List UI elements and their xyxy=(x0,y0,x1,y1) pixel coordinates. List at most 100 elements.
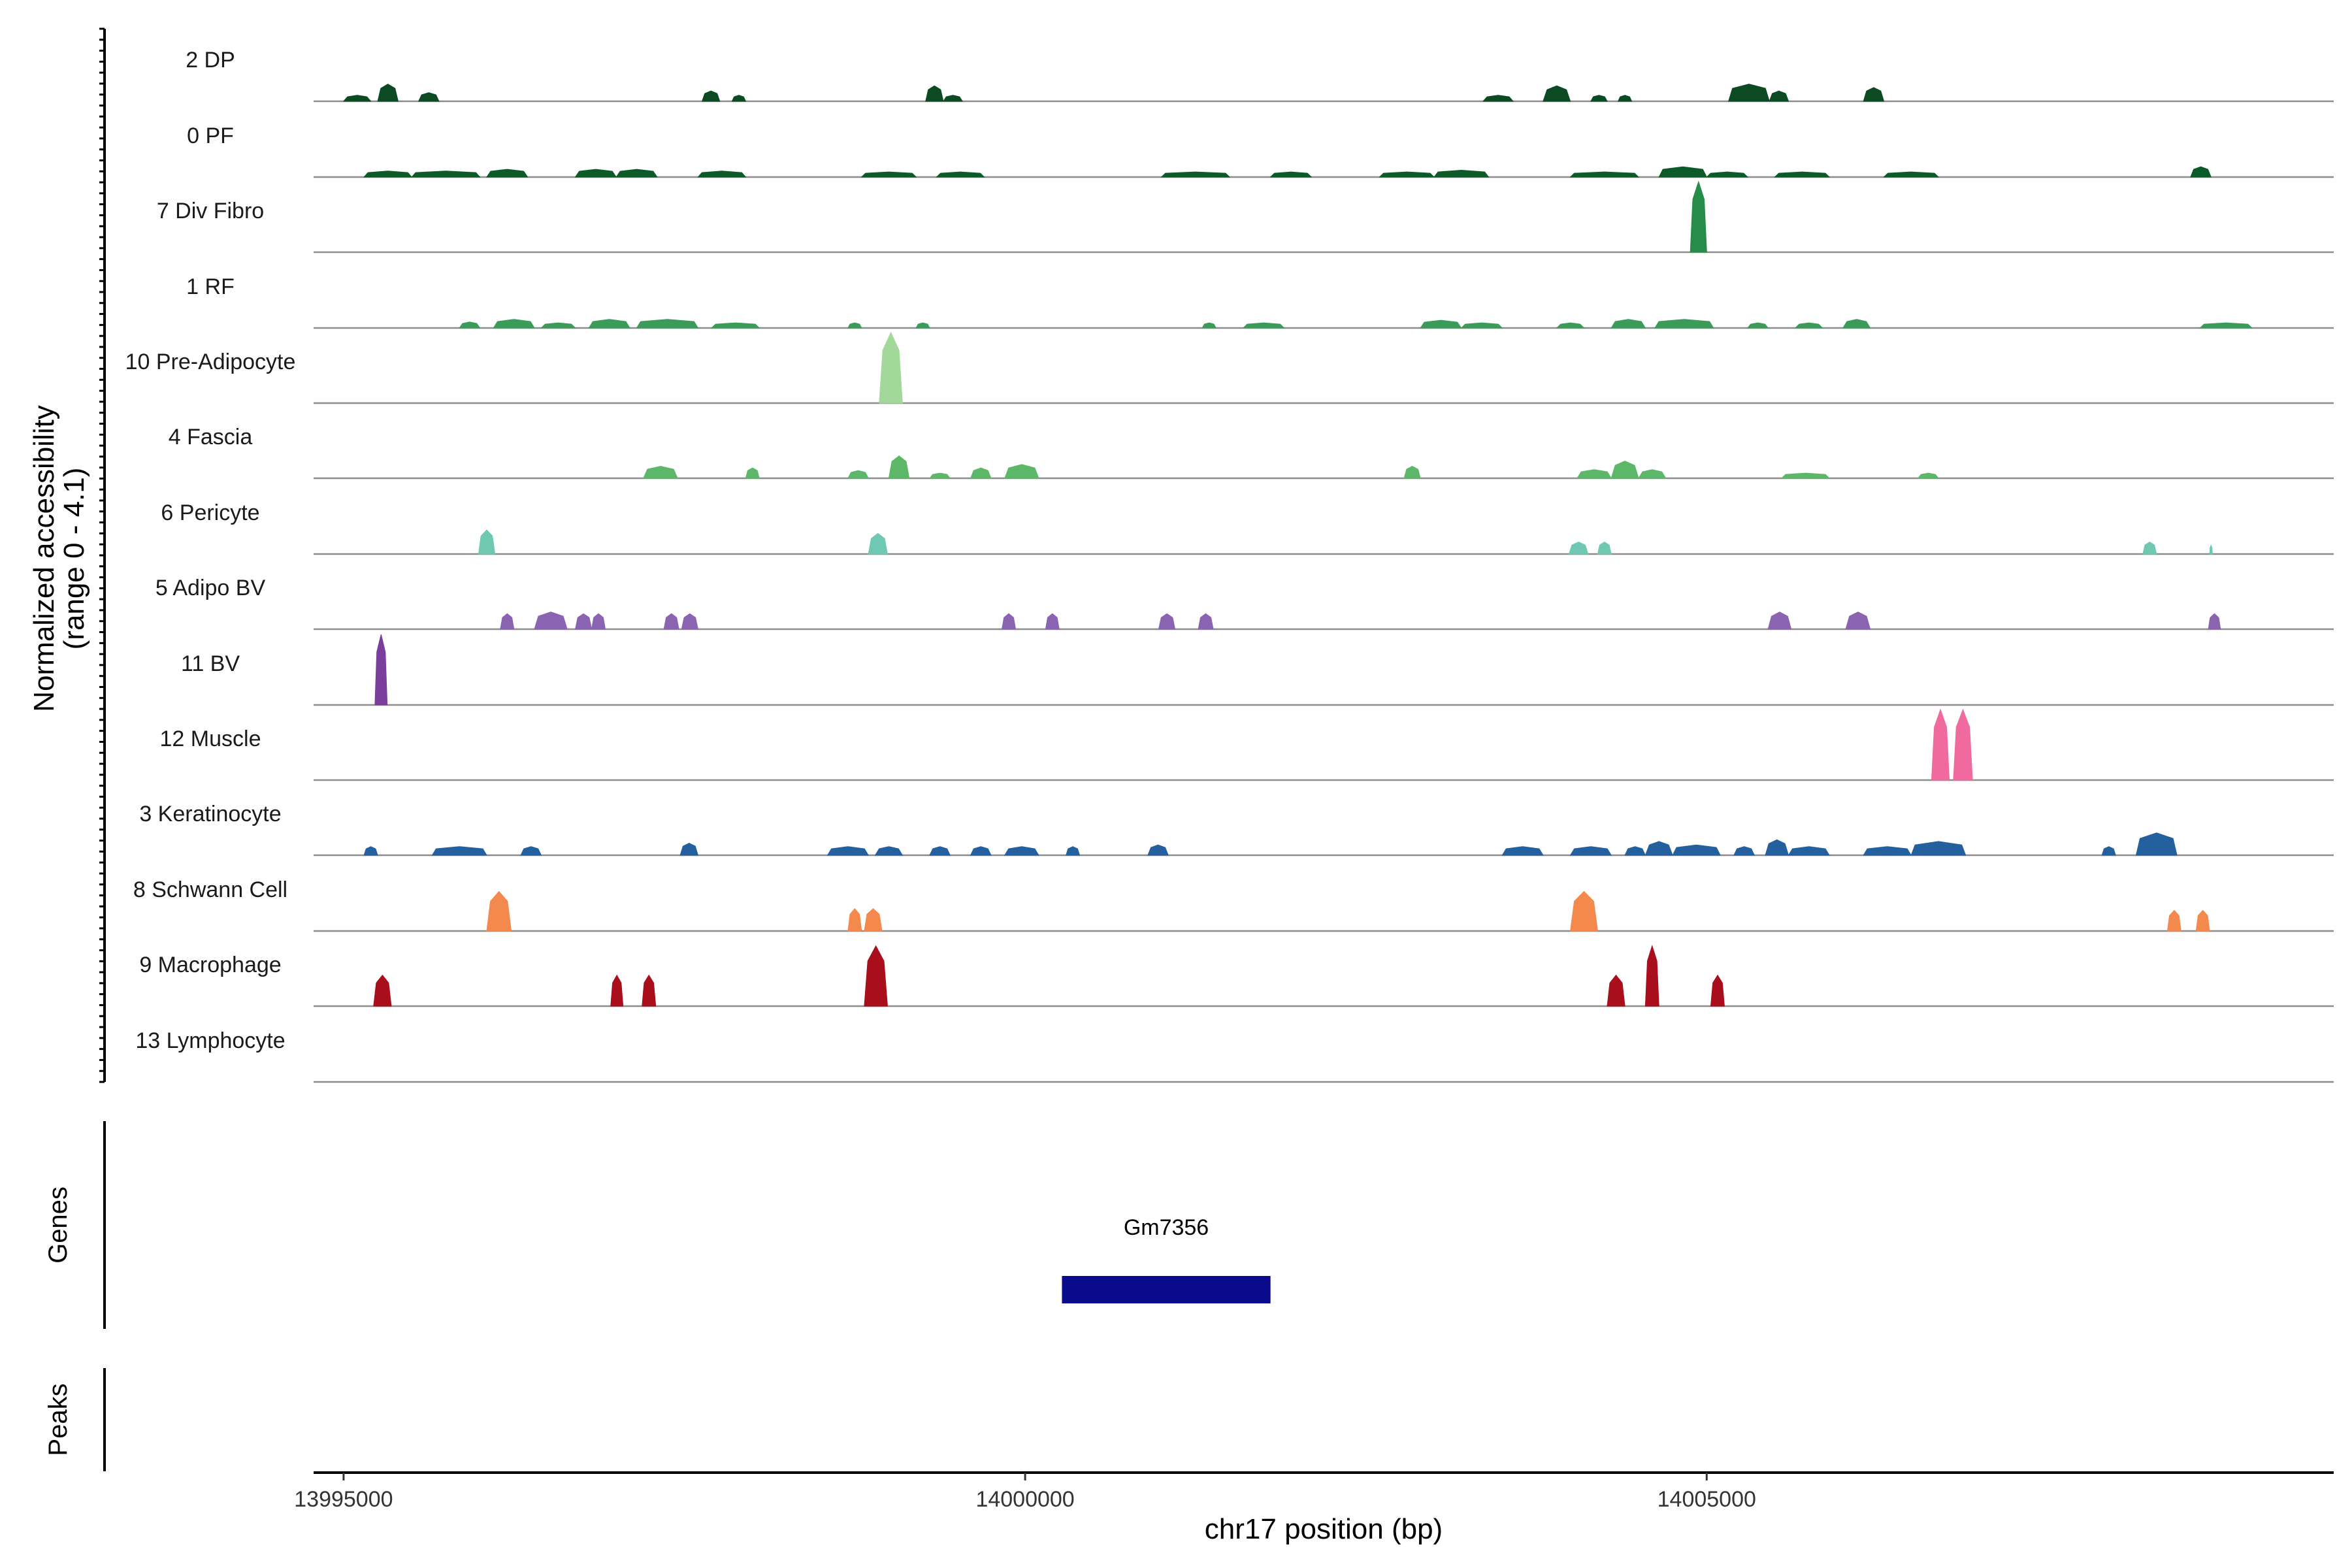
coverage-peak xyxy=(1617,95,1633,102)
coverage-peak xyxy=(642,974,657,1007)
coverage-peak xyxy=(1433,169,1490,178)
x-axis-ticks: 13995000 14000000 14005000 xyxy=(294,1473,1756,1512)
coverage-peak xyxy=(540,322,576,329)
coverage-peak xyxy=(1607,974,1625,1007)
genes-panel-title: Genes xyxy=(44,1186,73,1264)
coverage-peak xyxy=(1769,90,1789,102)
track-label: 3 Keratinocyte xyxy=(139,802,281,826)
coverage-y-axis xyxy=(99,27,106,1083)
x-axis-tick-label: 14000000 xyxy=(975,1487,1074,1512)
coverage-peak xyxy=(1638,469,1667,479)
coverage-peak xyxy=(363,846,378,856)
coverage-peak xyxy=(860,171,917,178)
coverage-peak xyxy=(874,846,904,856)
track-7-div-fibro: 7 Div Fibro xyxy=(157,180,2334,253)
coverage-peak xyxy=(610,974,624,1007)
gene-body xyxy=(1062,1276,1271,1303)
coverage-peak xyxy=(520,846,542,856)
coverage-peak xyxy=(1794,322,1823,329)
x-axis-tick-label: 13995000 xyxy=(294,1487,393,1512)
coverage-tracks: 2 DP 0 PF 7 Div Fibro 1 RF 10 Pre-Adipocyte 4… xyxy=(125,48,2334,1083)
coverage-peak xyxy=(486,890,512,932)
coverage-peak xyxy=(745,467,760,479)
coverage-peak xyxy=(374,634,388,706)
coverage-peak xyxy=(2195,909,2210,932)
coverage-peak xyxy=(681,613,699,630)
coverage-peak xyxy=(2209,544,2213,555)
coverage-peak xyxy=(478,529,496,555)
coverage-peak xyxy=(1624,846,1646,856)
coverage-peak xyxy=(1543,85,1571,102)
coverage-peak xyxy=(1482,95,1514,102)
coverage-peak xyxy=(1201,322,1217,329)
track-5-adipo-bv: 5 Adipo BV xyxy=(155,576,2334,630)
track-label: 12 Muscle xyxy=(160,727,261,751)
track-label: 11 BV xyxy=(181,651,240,676)
coverage-peak xyxy=(1569,171,1640,178)
coverage-peak xyxy=(936,171,985,178)
coverage-peak xyxy=(534,612,568,630)
track-label: 13 Lymphocyte xyxy=(135,1028,285,1053)
coverage-peak xyxy=(2190,166,2212,178)
track-6-pericyte: 6 Pericyte xyxy=(161,500,2334,555)
coverage-peak xyxy=(574,169,617,178)
coverage-peak xyxy=(1733,846,1756,856)
x-axis-title: chr17 position (bp) xyxy=(1205,1513,1443,1545)
coverage-peak xyxy=(1576,469,1612,479)
coverage-peak xyxy=(2199,322,2253,329)
track-label: 10 Pre-Adipocyte xyxy=(125,350,296,374)
coverage-peak xyxy=(1597,542,1612,555)
coverage-peak xyxy=(1045,613,1060,630)
coverage-peak xyxy=(636,319,699,329)
track-11-bv: 11 BV xyxy=(181,634,2334,706)
track-4-fascia: 4 Fascia xyxy=(169,425,2334,480)
coverage-peak xyxy=(1788,846,1830,856)
coverage-peak xyxy=(1842,319,1871,329)
coverage-peak xyxy=(1403,466,1421,479)
coverage-peak xyxy=(1568,542,1589,555)
coverage-peak xyxy=(1420,319,1462,329)
coverage-peak xyxy=(1845,612,1871,630)
coverage-peak xyxy=(1654,319,1714,329)
coverage-peak xyxy=(1746,322,1769,329)
coverage-peak xyxy=(1590,95,1608,102)
coverage-peak xyxy=(1774,171,1831,178)
track-10-pre-adipocyte: 10 Pre-Adipocyte xyxy=(125,331,2334,404)
coverage-peak xyxy=(1379,171,1435,178)
coverage-peak xyxy=(864,945,888,1007)
coverage-peak xyxy=(1780,472,1831,479)
coverage-peak xyxy=(643,466,678,479)
coverage-peak xyxy=(1910,841,1967,856)
coverage-peak xyxy=(847,322,862,329)
coverage-peak xyxy=(1570,890,1598,932)
y-axis-title-line2: (range 0 - 4.1) xyxy=(58,468,90,650)
coverage-peak xyxy=(588,319,630,329)
coverage-peak xyxy=(2135,832,2178,856)
coverage-peak xyxy=(377,84,399,102)
coverage-peak xyxy=(888,455,910,479)
track-8-schwann-cell: 8 Schwann Cell xyxy=(133,877,2334,932)
coverage-peak xyxy=(1160,171,1231,178)
track-label: 4 Fascia xyxy=(169,425,253,449)
x-axis-tick-label: 14005000 xyxy=(1658,1487,1756,1512)
coverage-peak xyxy=(1644,841,1673,856)
coverage-peak xyxy=(1002,613,1017,630)
track-12-muscle: 12 Muscle xyxy=(160,708,2334,781)
coverage-peak xyxy=(1917,472,1940,479)
coverage-peak xyxy=(1765,839,1789,856)
coverage-peak xyxy=(1863,846,1912,856)
genes-panel: Genes Gm7356 xyxy=(44,1121,1271,1329)
coverage-peak xyxy=(574,613,593,630)
coverage-peak xyxy=(1658,166,1708,178)
coverage-peak xyxy=(1066,846,1081,856)
coverage-peak xyxy=(701,90,721,102)
coverage-peak xyxy=(679,843,699,856)
coverage-peak xyxy=(1953,708,1973,781)
coverage-peak xyxy=(942,95,964,102)
coverage-peak xyxy=(929,846,951,856)
coverage-peak xyxy=(486,169,529,178)
coverage-peak xyxy=(431,846,487,856)
coverage-peak xyxy=(1706,171,1749,178)
coverage-peak xyxy=(868,532,889,555)
